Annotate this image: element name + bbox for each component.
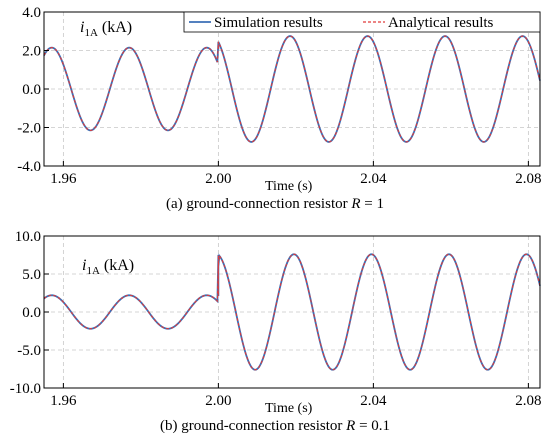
y-tick-label: 0.0 — [22, 305, 41, 321]
y-tick-label: 5.0 — [22, 267, 41, 283]
y-axis-label-subscript: 1A — [86, 265, 100, 277]
panel-caption: (a) ground-connection resistor R = 1 — [166, 196, 384, 212]
y-tick-label: -10.0 — [10, 381, 41, 397]
y-axis-label: i1A (kA) — [82, 257, 134, 277]
y-tick-label: 10.0 — [15, 229, 41, 245]
legend-label-analytical: Analytical results — [388, 15, 494, 31]
x-axis-label: Time (s) — [265, 401, 313, 416]
caption-variable: R — [350, 196, 360, 212]
series-line-analytical — [43, 253, 541, 371]
caption-suffix: = 0.1 — [355, 418, 390, 434]
y-axis-label-subscript: 1A — [84, 27, 98, 39]
y-tick-label: 0.0 — [22, 82, 41, 98]
panel-caption: (b) ground-connection resistor R = 0.1 — [160, 418, 390, 434]
chart-panel-b: -10.0 -5.0 0.0 5.0 10.0 1.96 2.00 2.04 2.08 i1A (… — [10, 229, 542, 434]
caption-prefix: (b) ground-connection resistor — [160, 418, 346, 434]
caption-suffix: = 1 — [361, 196, 384, 212]
x-tick-label: 1.96 — [50, 171, 77, 187]
y-tick-label: 2.0 — [22, 44, 41, 60]
caption-prefix: (a) ground-connection resistor — [166, 196, 351, 212]
y-tick-label: -4.0 — [17, 159, 41, 175]
y-axis-label-unit: (kA) — [100, 257, 134, 274]
caption-variable: R — [345, 418, 355, 434]
x-tick-label: 2.00 — [205, 171, 231, 187]
x-tick-label: 2.04 — [360, 171, 387, 187]
x-tick-label: 2.08 — [515, 171, 541, 187]
y-axis-label: i1A (kA) — [80, 19, 132, 39]
y-tick-label: 4.0 — [22, 5, 41, 21]
y-tick-label: -2.0 — [17, 121, 41, 137]
y-axis-label-symbol: i — [80, 19, 84, 36]
legend-box — [183, 11, 541, 33]
x-tick-label: 1.96 — [50, 393, 77, 409]
legend-label-simulation: Simulation results — [214, 15, 323, 31]
x-tick-label: 2.00 — [205, 393, 231, 409]
y-tick-label: -5.0 — [17, 343, 41, 359]
y-axis-label-symbol: i — [82, 257, 86, 274]
y-axis-label-unit: (kA) — [98, 19, 132, 36]
chart-panel-a: -4.0 -2.0 0.0 2.0 4.0 1.96 2.00 2.04 2.08 i1A (kA… — [17, 5, 541, 212]
series-line-analytical — [43, 35, 541, 143]
x-tick-label: 2.04 — [360, 393, 387, 409]
x-axis-label: Time (s) — [265, 179, 313, 194]
x-tick-label: 2.08 — [515, 393, 541, 409]
